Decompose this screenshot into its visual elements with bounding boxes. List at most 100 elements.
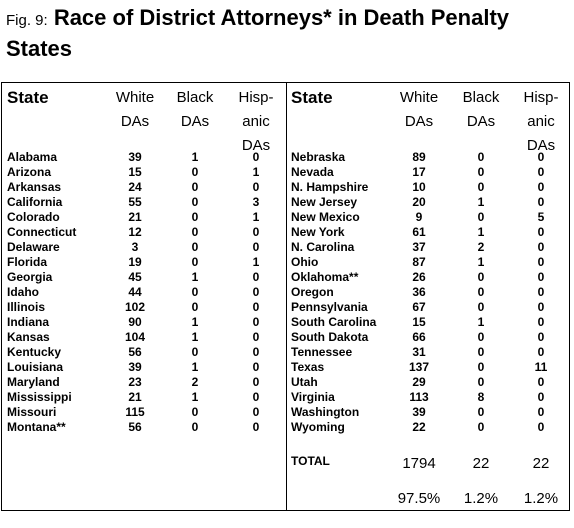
cell-white-das: 66 <box>412 330 426 344</box>
table-left-panel: State White DAs Black DAs Hisp-anic DAs Ala… <box>1 82 286 511</box>
cell-state: Louisiana <box>7 360 64 374</box>
table-row: New Mexico 9 0 5 <box>287 210 570 225</box>
total-black: 22 <box>472 455 490 472</box>
table-row: Oklahoma** 26 0 0 <box>287 270 570 285</box>
cell-black-das: 1 <box>191 360 199 374</box>
cell-white-das: 113 <box>409 390 429 404</box>
cell-white-das: 87 <box>412 255 426 269</box>
cell-black-das: 0 <box>191 210 199 224</box>
cell-black-das: 0 <box>477 345 485 359</box>
cell-black-das: 0 <box>477 420 485 434</box>
table-row: New Jersey 20 1 0 <box>287 195 570 210</box>
table-row: Tennessee 31 0 0 <box>287 345 570 360</box>
cell-state: Virginia <box>291 390 335 404</box>
cell-black-das: 0 <box>191 165 199 179</box>
cell-state: Oklahoma** <box>291 270 359 284</box>
cell-black-das: 1 <box>477 195 485 209</box>
table-row: Maryland 23 2 0 <box>1 375 286 390</box>
cell-hispanic-das: 0 <box>252 405 260 419</box>
cell-black-das: 1 <box>477 255 485 269</box>
cell-hispanic-das: 0 <box>252 390 260 404</box>
cell-white-das: 21 <box>128 390 142 404</box>
table-row: Kansas 104 1 0 <box>1 330 286 345</box>
table-left-rows: Alabama 39 1 0 Arizona 15 0 1 Arkansas 24 0 0 Califo… <box>1 150 286 435</box>
cell-white-das: 90 <box>128 315 142 329</box>
cell-hispanic-das: 3 <box>252 195 260 209</box>
cell-white-das: 44 <box>128 285 142 299</box>
cell-state: South Carolina <box>291 315 377 329</box>
cell-white-das: 39 <box>412 405 426 419</box>
cell-state: Georgia <box>7 270 53 284</box>
cell-black-das: 0 <box>191 345 199 359</box>
cell-white-das: 15 <box>128 165 142 179</box>
cell-hispanic-das: 0 <box>537 270 545 284</box>
cell-state: Illinois <box>7 300 46 314</box>
cell-black-das: 0 <box>477 270 485 284</box>
cell-black-das: 0 <box>477 165 485 179</box>
table-row: Utah 29 0 0 <box>287 375 570 390</box>
cell-state: South Dakota <box>291 330 369 344</box>
cell-state: Indiana <box>7 315 50 329</box>
cell-black-das: 1 <box>477 225 485 239</box>
table-row: Mississippi 21 1 0 <box>1 390 286 405</box>
table-row: Pennsylvania 67 0 0 <box>287 300 570 315</box>
cell-state: Montana** <box>7 420 66 434</box>
header-hispanic-das: Hisp-anic DAs <box>238 89 274 154</box>
header-black-das: Black DAs <box>176 89 214 130</box>
total-hispanic-pct: 1.2% <box>523 490 559 507</box>
figure-number: Fig. 9: <box>6 12 48 29</box>
cell-hispanic-das: 0 <box>252 300 260 314</box>
table-row: Texas 137 0 11 <box>287 360 570 375</box>
cell-black-das: 0 <box>477 360 485 374</box>
cell-black-das: 0 <box>477 375 485 389</box>
cell-hispanic-das: 0 <box>252 150 260 164</box>
header-black-das: Black DAs <box>462 89 500 130</box>
header-state: State <box>291 88 333 107</box>
cell-state: Alabama <box>7 150 58 164</box>
cell-state: Texas <box>291 360 325 374</box>
cell-white-das: 29 <box>412 375 426 389</box>
cell-black-das: 0 <box>477 180 485 194</box>
table-row: Louisiana 39 1 0 <box>1 360 286 375</box>
cell-black-das: 2 <box>477 240 485 254</box>
cell-black-das: 0 <box>477 210 485 224</box>
cell-white-das: 36 <box>412 285 426 299</box>
cell-hispanic-das: 1 <box>252 165 260 179</box>
cell-state: Oregon <box>291 285 334 299</box>
cell-white-das: 104 <box>124 330 146 344</box>
cell-state: Utah <box>291 375 318 389</box>
cell-state: Kansas <box>7 330 50 344</box>
cell-hispanic-das: 0 <box>537 420 545 434</box>
cell-state: Florida <box>7 255 48 269</box>
cell-hispanic-das: 0 <box>537 150 545 164</box>
cell-hispanic-das: 1 <box>252 255 260 269</box>
figure-title: Fig. 9: Race of District Attorneys* in D… <box>6 4 574 63</box>
cell-state: N. Carolina <box>291 240 355 254</box>
cell-hispanic-das: 0 <box>537 255 545 269</box>
cell-black-das: 0 <box>191 180 199 194</box>
table-right-rows: Nebraska 89 0 0 Nevada 17 0 0 N. Hampshire 10 0 0 Ne… <box>287 150 570 435</box>
cell-white-das: 26 <box>412 270 426 284</box>
cell-black-das: 0 <box>191 300 199 314</box>
cell-hispanic-das: 0 <box>252 330 260 344</box>
cell-white-das: 31 <box>412 345 426 359</box>
cell-hispanic-das: 0 <box>252 225 260 239</box>
cell-state: Colorado <box>7 210 60 224</box>
cell-white-das: 12 <box>128 225 142 239</box>
cell-white-das: 17 <box>412 165 426 179</box>
cell-hispanic-das: 0 <box>537 405 545 419</box>
cell-black-das: 0 <box>477 285 485 299</box>
cell-white-das: 9 <box>415 210 423 224</box>
cell-hispanic-das: 0 <box>252 375 260 389</box>
cell-state: Ohio <box>291 255 319 269</box>
cell-hispanic-das: 1 <box>252 210 260 224</box>
cell-white-das: 45 <box>128 270 142 284</box>
cell-state: Connecticut <box>7 225 77 239</box>
cell-state: Nebraska <box>291 150 346 164</box>
cell-black-das: 0 <box>191 285 199 299</box>
cell-state: Delaware <box>7 240 60 254</box>
cell-hispanic-das: 0 <box>252 180 260 194</box>
cell-state: Maryland <box>7 375 60 389</box>
table-row: Illinois 102 0 0 <box>1 300 286 315</box>
table-row: Connecticut 12 0 0 <box>1 225 286 240</box>
